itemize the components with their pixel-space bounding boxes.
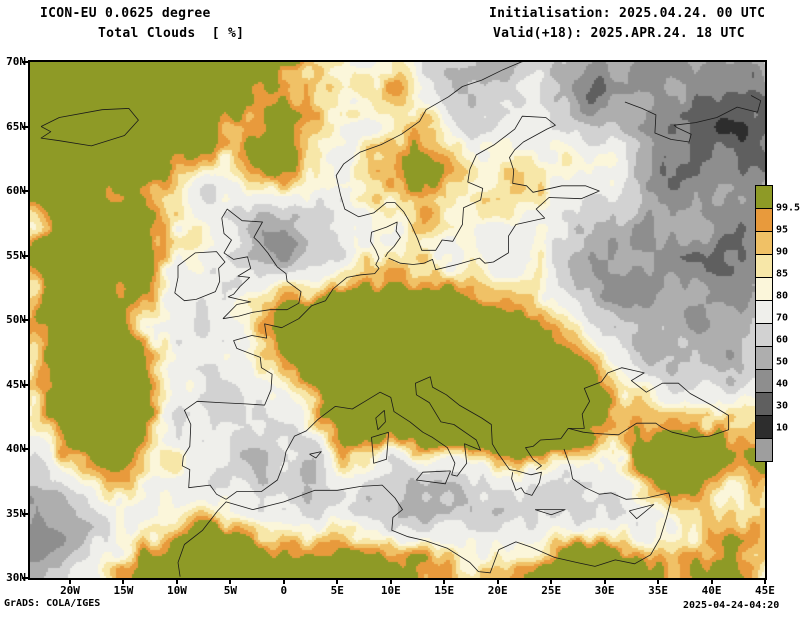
lat-tick-label-45N: 45N bbox=[6, 377, 26, 391]
coastline-6 bbox=[525, 367, 729, 470]
coastline-3 bbox=[174, 251, 226, 302]
lat-tick-mark bbox=[22, 577, 28, 579]
legend-label-90: 90 bbox=[776, 246, 789, 258]
lat-tick-label-55N: 55N bbox=[6, 248, 26, 262]
coastline-12 bbox=[628, 504, 655, 520]
lat-tick-mark bbox=[22, 383, 28, 386]
lon-tick-label-10E: 10E bbox=[380, 584, 401, 597]
coastline-5 bbox=[225, 376, 542, 500]
lon-tick-mark bbox=[69, 578, 71, 584]
coastline-13 bbox=[309, 451, 322, 459]
lat-tick-mark bbox=[22, 125, 28, 128]
lat-tick-label-30N: 30N bbox=[6, 571, 26, 584]
lon-tick-label-20E: 20E bbox=[487, 584, 508, 597]
legend-label-50: 50 bbox=[776, 356, 789, 368]
lon-tick-mark bbox=[282, 578, 285, 584]
lat-tick-label-35N: 35N bbox=[6, 506, 26, 520]
lon-tick-mark bbox=[443, 578, 446, 584]
lon-tick-mark bbox=[657, 578, 660, 584]
legend-segment-2 bbox=[756, 232, 772, 255]
lat-tick-mark bbox=[22, 254, 28, 257]
coastline-0 bbox=[181, 221, 401, 500]
lon-tick-label-15W: 15W bbox=[113, 584, 134, 597]
legend-segment-0 bbox=[756, 186, 772, 209]
legend-segment-4 bbox=[756, 278, 772, 301]
lon-tick-label-40E: 40E bbox=[701, 584, 722, 597]
coastline-14 bbox=[624, 95, 762, 143]
variable-title: Total Clouds [ %] bbox=[98, 26, 245, 41]
grads-credit: GrADS: COLA/IGES bbox=[4, 598, 101, 609]
lon-tick-label-20W: 20W bbox=[60, 584, 80, 597]
init-time: Initialisation: 2025.04.24. 00 UTC bbox=[489, 6, 766, 21]
lat-tick-mark bbox=[22, 61, 28, 63]
lon-tick-mark bbox=[550, 578, 553, 584]
lon-tick-label-30E: 30E bbox=[594, 584, 615, 597]
lon-tick-label-10W: 10W bbox=[166, 584, 187, 597]
legend-segment-3 bbox=[756, 255, 772, 278]
lon-tick-mark bbox=[175, 578, 178, 584]
legend-label-10: 10 bbox=[776, 422, 789, 434]
model-title: ICON-EU 0.0625 degree bbox=[40, 6, 211, 21]
lon-tick-label-0: 0 bbox=[280, 584, 288, 597]
coastline-1 bbox=[335, 62, 600, 271]
lon-tick-mark bbox=[336, 578, 339, 584]
legend-label-99.5: 99.5 bbox=[776, 202, 800, 214]
lat-tick-label-50N: 50N bbox=[6, 313, 26, 326]
legend-label-30: 30 bbox=[776, 400, 789, 412]
lon-tick-label-45E: 45E bbox=[755, 584, 775, 597]
lon-tick-label-15E: 15E bbox=[434, 584, 455, 597]
lat-tick-label-65N: 65N bbox=[6, 119, 26, 133]
color-legend bbox=[755, 185, 773, 462]
lat-tick-label-70N: 70N bbox=[6, 55, 26, 68]
lon-tick-label-5E: 5E bbox=[330, 584, 344, 597]
valid-time: Valid(+18): 2025.APR.24. 18 UTC bbox=[493, 26, 745, 41]
lon-tick-mark bbox=[763, 578, 766, 584]
lon-tick-label-35E: 35E bbox=[648, 584, 668, 597]
coastlines-overlay bbox=[40, 62, 762, 577]
legend-label-60: 60 bbox=[776, 334, 789, 346]
legend-segment-7 bbox=[756, 347, 772, 370]
lon-tick-mark bbox=[122, 578, 125, 584]
lon-tick-mark bbox=[710, 578, 713, 584]
lon-tick-mark bbox=[603, 578, 606, 584]
legend-segment-8 bbox=[756, 370, 772, 393]
coastline-9 bbox=[371, 431, 389, 464]
lon-tick-label-5W: 5W bbox=[223, 584, 237, 597]
legend-segment-9 bbox=[756, 393, 772, 416]
legend-label-40: 40 bbox=[776, 378, 789, 390]
lon-tick-mark bbox=[229, 578, 232, 584]
legend-label-85: 85 bbox=[776, 268, 789, 280]
coastline-8 bbox=[375, 410, 386, 431]
coastline-4 bbox=[40, 108, 139, 147]
coastline-10 bbox=[415, 470, 451, 485]
legend-label-80: 80 bbox=[776, 290, 789, 302]
map-frame bbox=[28, 60, 767, 580]
legend-segment-5 bbox=[756, 301, 772, 324]
lat-tick-mark bbox=[22, 448, 28, 450]
lat-tick-label-40N: 40N bbox=[6, 442, 26, 455]
creation-timestamp: 2025-04-24-04:20 bbox=[683, 600, 780, 611]
lat-tick-mark bbox=[22, 190, 28, 192]
lat-tick-mark bbox=[22, 512, 28, 515]
cloud-cover-field bbox=[30, 62, 765, 578]
legend-segment-11 bbox=[756, 439, 772, 461]
lon-tick-label-25E: 25E bbox=[541, 584, 562, 597]
legend-label-95: 95 bbox=[776, 224, 789, 236]
lon-tick-mark bbox=[389, 578, 392, 584]
legend-segment-1 bbox=[756, 209, 772, 232]
coastline-7 bbox=[177, 448, 672, 577]
lon-tick-mark bbox=[496, 578, 499, 584]
lat-tick-mark bbox=[22, 319, 28, 321]
legend-segment-6 bbox=[756, 324, 772, 347]
legend-label-70: 70 bbox=[776, 312, 789, 324]
coastline-2 bbox=[221, 208, 302, 320]
lat-tick-label-60N: 60N bbox=[6, 184, 26, 197]
legend-segment-10 bbox=[756, 416, 772, 439]
coastline-11 bbox=[534, 509, 566, 516]
